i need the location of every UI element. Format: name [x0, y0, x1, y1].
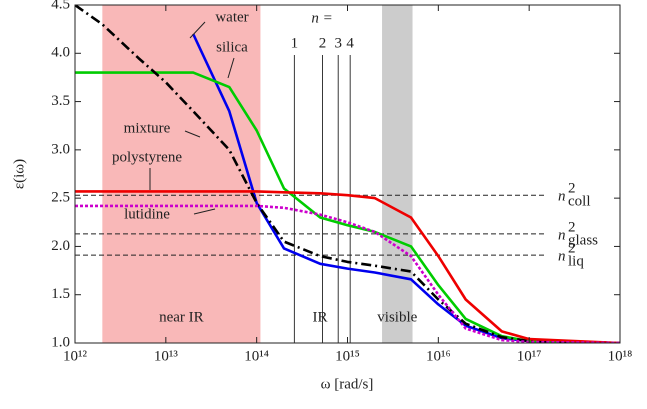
annotation-arrows [149, 21, 235, 215]
series-label: water [215, 9, 248, 25]
x-tick-label: 10¹² [63, 348, 87, 364]
reference-label: n [558, 249, 566, 265]
x-tick-label: 10¹⁶ [426, 348, 451, 364]
series-label: polystyrene [112, 149, 182, 165]
y-tick-label: 1.5 [51, 286, 70, 302]
series-line [75, 190, 620, 343]
arrow [227, 57, 235, 79]
series-label: mixture [124, 120, 171, 136]
reference-label: n [558, 189, 566, 205]
plot-layer [75, 5, 620, 343]
x-axis-label: ω [rad/s] [321, 376, 374, 392]
index-line-label: 1 [291, 35, 299, 51]
series-line [75, 204, 620, 343]
reference-label: liq [568, 254, 584, 270]
y-axis-label: ε(iω) [11, 159, 27, 189]
arrow [189, 21, 206, 39]
y-tick-label: 4.0 [51, 45, 70, 61]
x-tick-label: 10¹⁸ [608, 348, 633, 364]
shaded-band [102, 5, 261, 343]
y-tick-label: 3.0 [51, 141, 70, 157]
y-tick-label: 2.0 [51, 238, 70, 254]
series-line [75, 5, 620, 343]
x-tick-label: 10¹³ [154, 348, 178, 364]
index-line-label: 3 [334, 35, 342, 51]
shaded-band [382, 5, 413, 343]
y-tick-label: 4.5 [51, 0, 70, 12]
x-tick-label: 10¹⁷ [517, 348, 542, 364]
band-label: near IR [159, 309, 204, 325]
x-tick-label: 10¹⁴ [244, 348, 269, 364]
band-label: visible [377, 309, 417, 325]
reference-label: 2 [568, 219, 576, 235]
y-tick-label: 3.5 [51, 93, 70, 109]
series-label: lutidine [124, 206, 170, 222]
arrow [184, 130, 201, 138]
reference-label: 2 [568, 241, 576, 257]
reference-label: glass [568, 232, 598, 248]
x-tick-label: 10¹⁵ [335, 348, 360, 364]
index-line-label: 2 [319, 35, 327, 51]
arrow [193, 208, 216, 215]
y-tick-label: 1.0 [51, 334, 70, 350]
reference-label: coll [568, 194, 591, 210]
y-tick-label: 2.5 [51, 190, 70, 206]
background-layer [75, 5, 545, 343]
reference-label: n [558, 227, 566, 243]
series-label: silica [216, 39, 248, 55]
index-label: n = [311, 10, 332, 26]
band-label: IR [313, 309, 328, 325]
reference-label: 2 [568, 181, 576, 197]
index-line-label: 4 [346, 35, 354, 51]
